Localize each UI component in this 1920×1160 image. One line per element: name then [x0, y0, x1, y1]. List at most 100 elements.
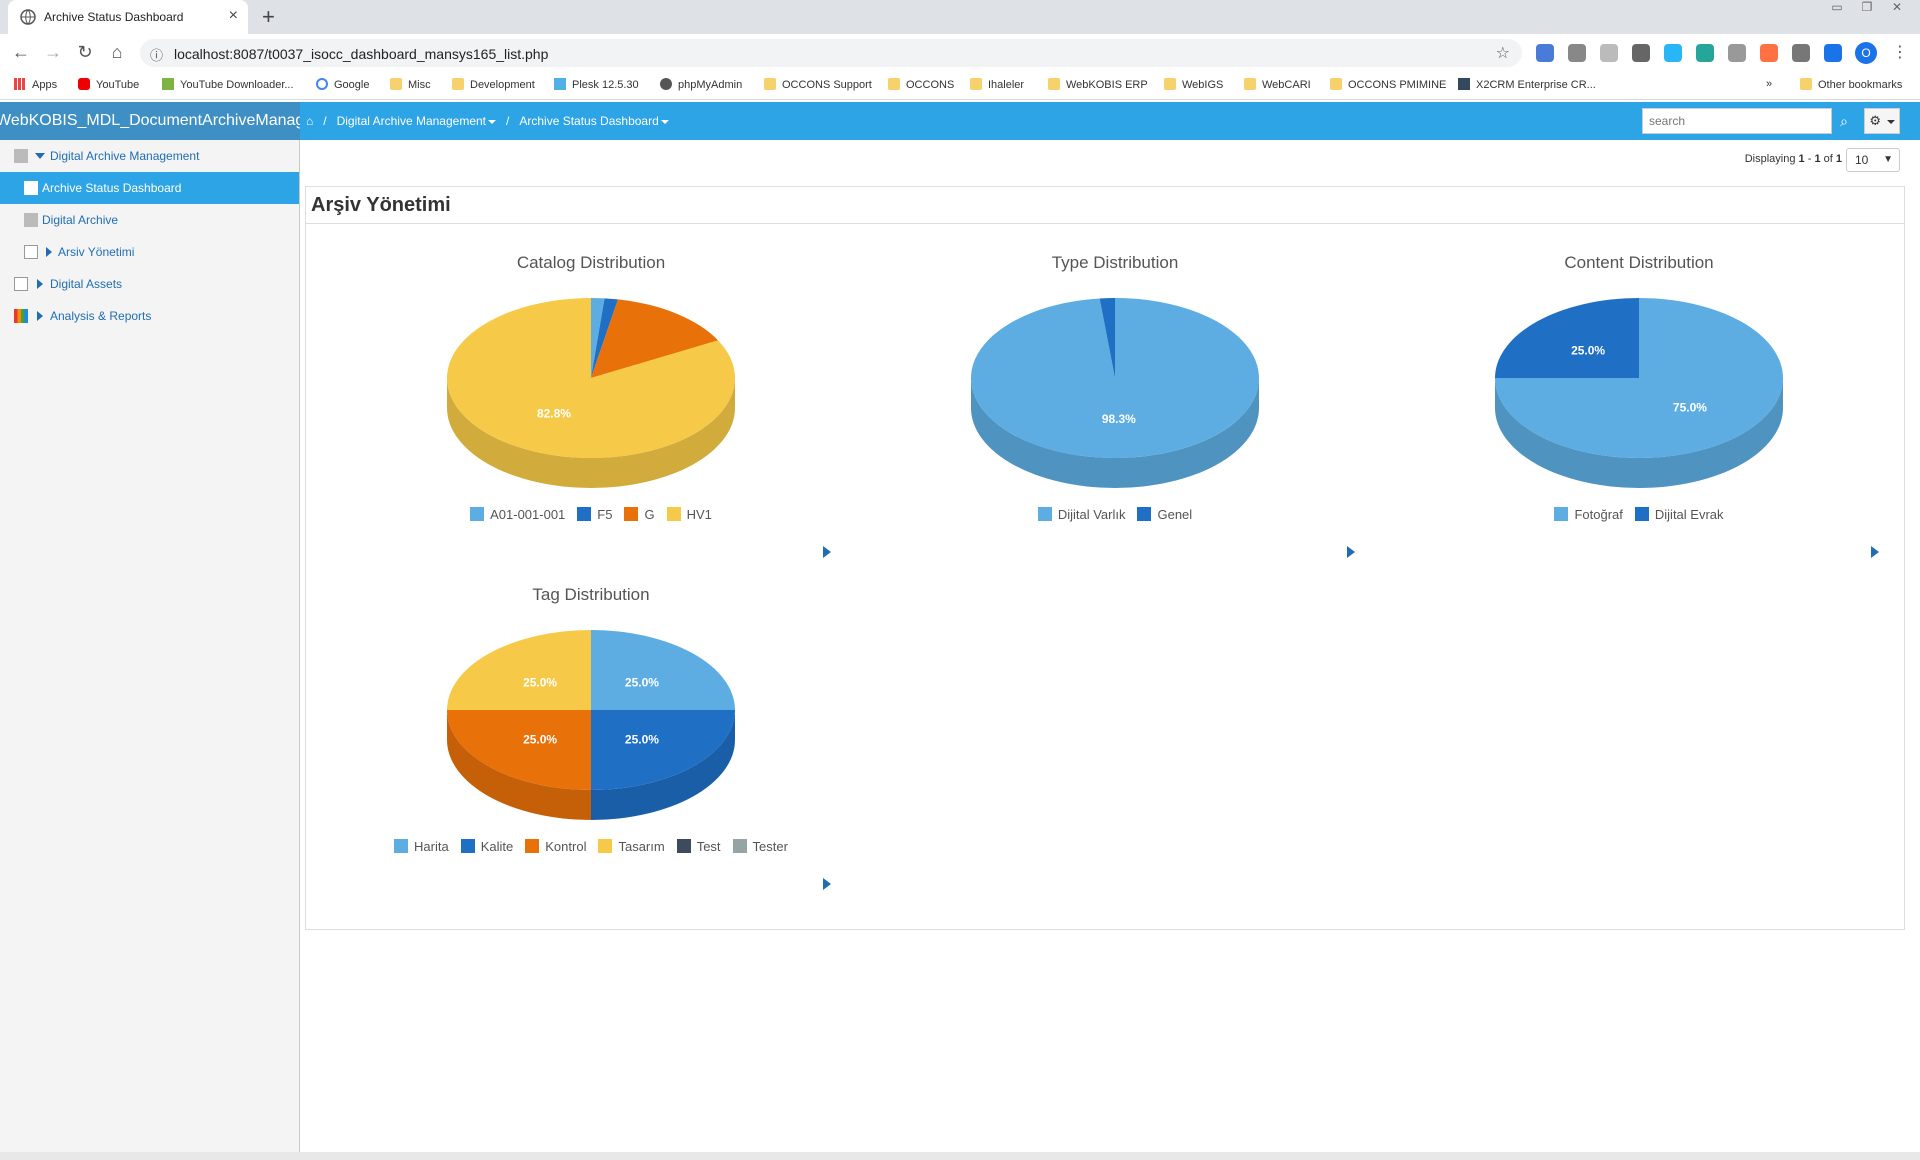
sidebar-item-digital-assets[interactable]: Digital Assets [0, 268, 299, 300]
page-size-select[interactable]: 10 ▼ [1846, 148, 1900, 172]
legend-item[interactable]: Genel [1137, 507, 1192, 522]
tag-extension-icon[interactable] [1760, 44, 1778, 62]
sidebar-item-digital-archive-management[interactable]: Digital Archive Management [0, 140, 299, 172]
search-input[interactable] [1642, 108, 1832, 134]
pie-slice-hv1[interactable] [447, 298, 735, 458]
pie-slice-side [447, 378, 735, 488]
chart-expand-arrow[interactable] [1871, 546, 1879, 558]
bookmark-occons[interactable]: OCCONS [888, 78, 954, 91]
legend-label: F5 [597, 507, 613, 522]
bookmark-misc[interactable]: Misc [390, 78, 431, 91]
pie-slice-dijital-varl-k[interactable] [971, 298, 1259, 459]
info-icon[interactable]: ⓘ [150, 48, 164, 63]
legend-item[interactable]: Dijital Evrak [1634, 507, 1724, 522]
pin-extension-icon[interactable] [1632, 44, 1650, 62]
legend-swatch [577, 507, 592, 521]
plesk-icon [554, 78, 566, 90]
folder-icon [970, 78, 982, 90]
browser-tab[interactable]: Archive Status Dashboard × [8, 0, 248, 34]
reload-button[interactable]: ↻ [77, 42, 93, 62]
legend-item[interactable]: Tester [732, 839, 788, 854]
pie-chart: 75.0% 25.0% [1495, 298, 1783, 488]
pie-slice-kontrol[interactable] [447, 710, 591, 790]
legend-item[interactable]: G [624, 507, 655, 522]
bookmark-plesk[interactable]: Plesk 12.5.30 [554, 78, 639, 91]
pie-slice-f5[interactable] [591, 298, 618, 378]
legend-item[interactable]: Harita [394, 839, 449, 854]
bookmark-google[interactable]: Google [316, 78, 369, 91]
home-icon[interactable]: ⌂ [306, 114, 314, 128]
browser-menu-icon[interactable]: ⋮ [1892, 44, 1908, 61]
table-icon [24, 181, 38, 195]
minimize-icon[interactable]: ▭ [1831, 0, 1843, 14]
legend-item[interactable]: HV1 [666, 507, 712, 522]
sidebar-item-digital-archive[interactable]: Digital Archive [0, 204, 299, 236]
legend-item[interactable]: Dijital Varlık [1037, 507, 1125, 522]
pie-slice-dijital-evrak[interactable] [1495, 298, 1639, 378]
window-close-icon[interactable]: ✕ [1891, 0, 1903, 14]
pie-slice-kalite[interactable] [591, 710, 735, 790]
bookmark-youtube[interactable]: YouTube [78, 78, 139, 91]
translate-extension-icon[interactable] [1536, 44, 1554, 62]
bookmark-occons-pmimine[interactable]: OCCONS PMIMINE [1330, 78, 1446, 91]
sidebar-item-analysis-reports[interactable]: Analysis & Reports [0, 300, 299, 332]
bookmark-other[interactable]: Other bookmarks [1800, 78, 1902, 91]
chart-title: Type Distribution [1051, 253, 1179, 272]
chart-expand-arrow[interactable] [823, 546, 831, 558]
breadcrumb-archive-status-dashboard[interactable]: Archive Status Dashboard [519, 114, 669, 128]
w-extension-icon[interactable] [1600, 44, 1618, 62]
legend-label: Kalite [480, 839, 514, 854]
settings-button[interactable]: ⚙ [1864, 108, 1900, 134]
new-tab-button[interactable]: + [262, 4, 275, 29]
archive-icon [24, 213, 38, 227]
cast-extension-icon[interactable] [1824, 44, 1842, 62]
bookmark-star-icon[interactable]: ☆ [1495, 45, 1510, 62]
legend-item[interactable]: Kontrol [525, 839, 586, 854]
face-extension-icon[interactable] [1696, 44, 1714, 62]
bookmark-occons-support[interactable]: OCCONS Support [764, 78, 872, 91]
bookmark-x2crm[interactable]: X2CRM Enterprise CR... [1458, 78, 1596, 91]
loop-extension-icon[interactable] [1664, 44, 1682, 62]
address-bar[interactable]: ⓘ localhost:8087/t0037_isocc_dashboard_m… [140, 39, 1522, 67]
bookmark-phpmyadmin[interactable]: phpMyAdmin [660, 78, 742, 91]
close-icon[interactable]: × [228, 7, 238, 24]
sidebar-item-archive-status-dashboard[interactable]: Archive Status Dashboard [0, 172, 299, 204]
bookmark-apps[interactable]: Apps [14, 78, 57, 91]
app-brand[interactable]: WebKOBIS_MDL_DocumentArchiveManagement [0, 102, 300, 140]
pie-slice-side [971, 378, 1259, 488]
legend-swatch [1634, 507, 1649, 521]
legend-swatch [1137, 507, 1152, 521]
bookmark-youtube-downloader[interactable]: YouTube Downloader... [162, 78, 294, 91]
legend-item[interactable]: F5 [577, 507, 612, 522]
window-bottom-border [0, 1152, 1920, 1160]
restore-icon[interactable]: ❐ [1861, 0, 1873, 14]
chart-expand-arrow[interactable] [823, 878, 831, 890]
forward-button[interactable]: → [44, 42, 62, 62]
profile-avatar[interactable]: O [1855, 42, 1877, 64]
legend-item[interactable]: Tasarım [598, 839, 665, 854]
legend-item[interactable]: Kalite [460, 839, 514, 854]
legend-item[interactable]: Test [676, 839, 721, 854]
pie-slice-tasar-m[interactable] [447, 630, 591, 710]
chart-expand-arrow[interactable] [1347, 546, 1355, 558]
pie-slice-a01-001-001[interactable] [591, 298, 605, 378]
grid-extension-icon[interactable] [1728, 44, 1746, 62]
search-button[interactable]: ⌕ [1832, 108, 1856, 134]
back-button[interactable]: ← [12, 42, 30, 62]
pie-slice-harita[interactable] [591, 630, 735, 710]
bookmark-ihaleler[interactable]: Ihaleler [970, 78, 1024, 91]
bookmark-webigs[interactable]: WebIGS [1164, 78, 1223, 91]
puzzle-extension-icon[interactable] [1792, 44, 1810, 62]
recycle-extension-icon[interactable] [1568, 44, 1586, 62]
home-button[interactable]: ⌂ [111, 42, 123, 62]
sidebar-item-arsiv-yonetimi[interactable]: Arsiv Yönetimi [0, 236, 299, 268]
bookmark-webcari[interactable]: WebCARI [1244, 78, 1311, 91]
pie-slice-g[interactable] [591, 299, 719, 378]
breadcrumb-digital-archive-management[interactable]: Digital Archive Management [337, 114, 497, 128]
bookmarks-overflow-button[interactable]: » [1766, 78, 1773, 90]
bookmark-webkobis-erp[interactable]: WebKOBIS ERP [1048, 78, 1148, 91]
pie-slice-genel[interactable] [1099, 298, 1115, 378]
bookmark-development[interactable]: Development [452, 78, 535, 91]
legend-item[interactable]: A01-001-001 [470, 507, 565, 522]
legend-item[interactable]: Fotoğraf [1554, 507, 1623, 522]
